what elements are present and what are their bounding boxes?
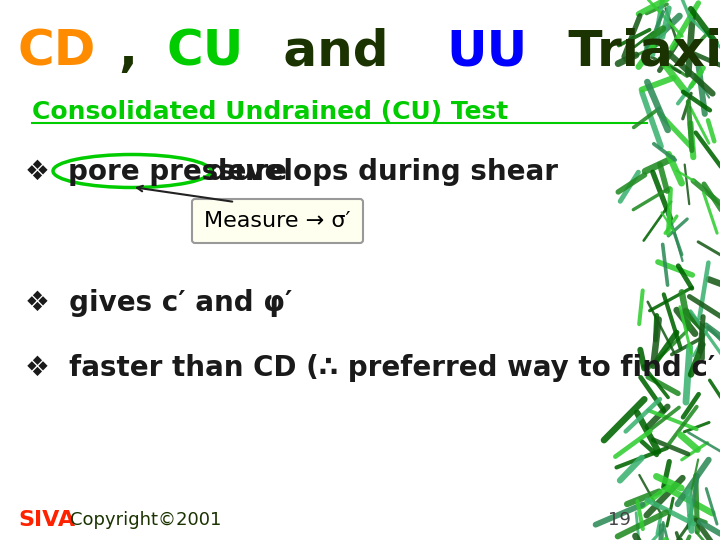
FancyBboxPatch shape <box>192 199 363 243</box>
Text: 19: 19 <box>608 511 631 529</box>
Text: CD: CD <box>18 28 96 76</box>
Text: develops during shear: develops during shear <box>198 158 558 186</box>
Text: and: and <box>266 28 406 76</box>
Text: ❖  faster than CD (∴ preferred way to find c′ and φ′): ❖ faster than CD (∴ preferred way to fin… <box>25 354 720 382</box>
Text: Copyright©2001: Copyright©2001 <box>70 511 221 529</box>
Text: ,: , <box>119 28 156 76</box>
Text: SIVA: SIVA <box>18 510 75 530</box>
Text: Consolidated Undrained (CU) Test: Consolidated Undrained (CU) Test <box>32 100 508 124</box>
Text: UU: UU <box>446 28 528 76</box>
Text: ❖  gives c′ and φ′: ❖ gives c′ and φ′ <box>25 289 292 317</box>
Text: Measure → σ′: Measure → σ′ <box>204 211 351 231</box>
Text: CU: CU <box>166 28 243 76</box>
Text: Triaxial Tests: Triaxial Tests <box>552 28 720 76</box>
Text: pore pressure: pore pressure <box>68 158 287 186</box>
Text: ❖: ❖ <box>25 158 60 186</box>
